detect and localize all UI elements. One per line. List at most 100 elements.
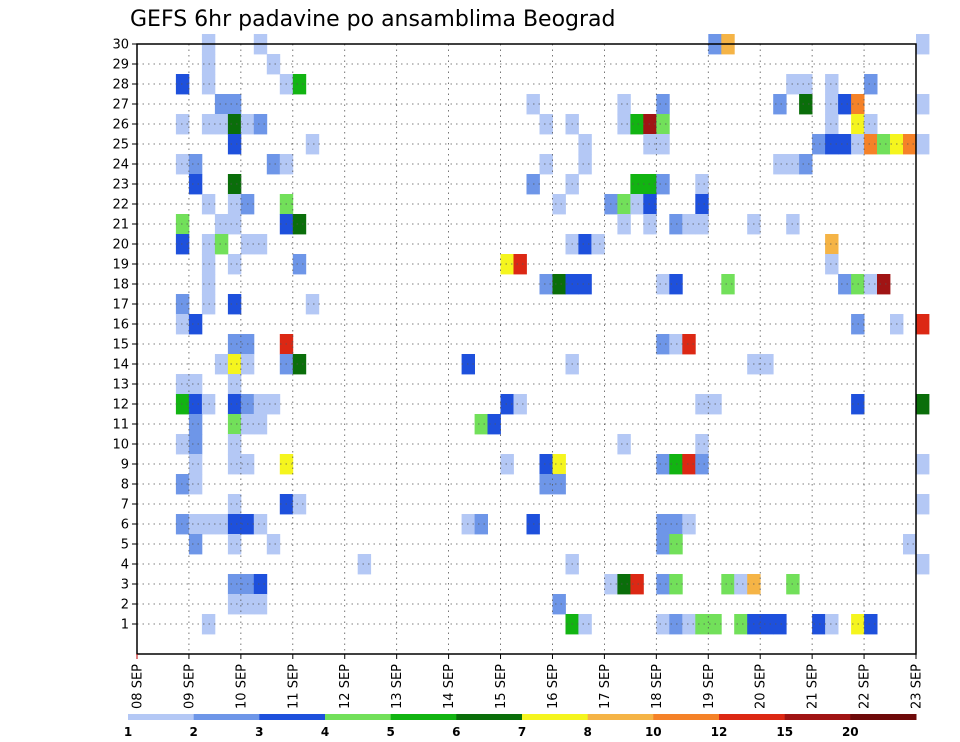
y-tick-label: 2: [121, 598, 129, 613]
heatmap-cell: [682, 454, 696, 475]
heatmap-cell: [539, 154, 553, 175]
heatmap-cell: [656, 614, 670, 635]
heatmap-cell: [825, 614, 839, 635]
y-tick-label: 26: [112, 118, 129, 133]
heatmap-cell: [656, 514, 670, 535]
heatmap-cell: [500, 454, 514, 475]
y-tick-label: 10: [112, 438, 129, 453]
x-tick-label: 23 SEP: [910, 664, 925, 709]
heatmap-cell: [916, 454, 930, 475]
heatmap-cell: [292, 74, 307, 95]
heatmap-cell: [695, 174, 709, 195]
heatmap-cell: [773, 94, 787, 115]
grid-layer: [137, 43, 916, 654]
y-tick-label: 16: [112, 318, 129, 333]
heatmap-cell: [188, 374, 203, 395]
heatmap-cell: [864, 274, 878, 295]
heatmap-cell: [682, 334, 696, 355]
heatmap-cell: [175, 294, 190, 315]
y-tick-label: 4: [121, 558, 129, 573]
heatmap-cell: [227, 134, 242, 155]
heatmap-cell: [253, 574, 268, 595]
y-tick-label: 18: [112, 278, 129, 293]
heatmap-cell: [175, 474, 190, 495]
heatmap-cell: [305, 294, 320, 315]
heatmap-cell: [227, 434, 242, 455]
heatmap-cell: [552, 474, 566, 495]
y-tick-label: 27: [112, 98, 129, 113]
heatmap-cell: [292, 354, 307, 375]
colorbar-swatch: [259, 714, 326, 720]
x-tick-label: 16 SEP: [546, 664, 561, 709]
heatmap-cell: [682, 614, 696, 635]
heatmap-cell: [578, 234, 592, 255]
y-tick-label: 14: [112, 358, 129, 373]
heatmap-cell: [656, 134, 670, 155]
heatmap-cell: [188, 314, 203, 335]
colorbar-swatch: [784, 714, 851, 720]
heatmap-cell: [227, 514, 242, 535]
heatmap-cell: [799, 154, 813, 175]
y-tick-label: 24: [112, 158, 129, 173]
colorbar-label: 6: [452, 725, 460, 739]
colorbar-swatch: [850, 714, 917, 720]
heatmap-cell: [214, 234, 229, 255]
heatmap-cell: [656, 334, 670, 355]
heatmap-cell: [175, 154, 190, 175]
heatmap-cell: [825, 94, 839, 115]
heatmap-cell: [292, 214, 307, 235]
heatmap-cell: [760, 614, 774, 635]
heatmap-cell: [656, 94, 670, 115]
heatmap-cell: [617, 214, 631, 235]
heatmap-cell: [799, 74, 813, 95]
x-tick-label: 13 SEP: [390, 664, 405, 709]
heatmap-cell: [656, 534, 670, 555]
heatmap-cell: [539, 114, 553, 135]
x-axis: 08 SEP 09 SEP 10 SEP 11 SEP 12 SEP 13 SEP 14 S…: [131, 654, 925, 709]
colorbar-label: 10: [645, 725, 662, 739]
y-tick-label: 5: [121, 538, 129, 553]
heatmap-cell: [188, 174, 203, 195]
heatmap-cell: [864, 114, 878, 135]
heatmap-cell: [552, 194, 566, 215]
heatmap-cell: [227, 414, 242, 435]
heatmap-cell: [227, 394, 242, 415]
y-tick-label: 1: [121, 618, 129, 633]
heatmap-cell: [877, 134, 891, 155]
heatmap-cell: [916, 314, 930, 335]
heatmap-cell: [266, 154, 281, 175]
heatmap-cell: [188, 434, 203, 455]
plot-frame: [136, 43, 917, 655]
heatmap-cell: [825, 254, 839, 275]
colorbar-label: 12: [711, 725, 728, 739]
heatmap-cell: [773, 614, 787, 635]
heatmap-cell: [188, 394, 203, 415]
x-tick-label: 18 SEP: [650, 664, 665, 709]
colorbar-swatch: [193, 714, 260, 720]
heatmap-cell: [227, 374, 242, 395]
heatmap-cell: [227, 534, 242, 555]
heatmap-cell: [695, 394, 709, 415]
heatmap-cell: [227, 594, 242, 615]
y-tick-label: 23: [112, 178, 129, 193]
heatmap-cell: [175, 214, 190, 235]
y-tick-label: 9: [121, 458, 129, 473]
y-axis: 1234567891011121314151617181920212223242…: [112, 38, 137, 633]
heatmap-cell: [175, 374, 190, 395]
heatmap-cell: [227, 494, 242, 515]
x-tick-label: 10 SEP: [234, 664, 249, 709]
heatmap-cell: [552, 274, 566, 295]
heatmap-cell: [734, 614, 748, 635]
heatmap-cell: [188, 414, 203, 435]
y-tick-label: 21: [112, 218, 129, 233]
heatmap-cell: [513, 394, 527, 415]
heatmap-cell: [188, 534, 203, 555]
heatmap-cell: [825, 74, 839, 95]
heatmap-cell: [617, 194, 631, 215]
heatmap-cell: [175, 394, 190, 415]
heatmap-cell: [214, 514, 229, 535]
y-tick-label: 25: [112, 138, 129, 153]
heatmap-cell: [227, 214, 242, 235]
y-tick-label: 12: [112, 398, 129, 413]
